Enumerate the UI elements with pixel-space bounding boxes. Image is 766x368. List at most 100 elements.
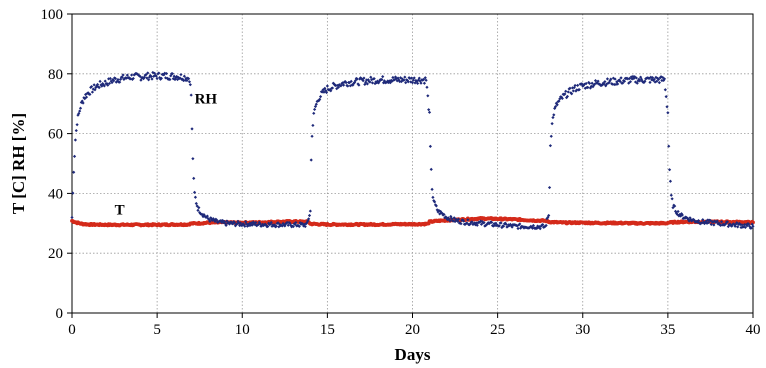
- rh-point: [728, 222, 732, 226]
- series-layer: [70, 70, 755, 231]
- x-tick-label: 25: [490, 322, 505, 338]
- rh-point: [302, 222, 306, 226]
- rh-point: [712, 223, 716, 227]
- rh-point: [312, 111, 316, 115]
- rh-point: [164, 71, 169, 76]
- rh-point: [515, 224, 519, 228]
- rh-point: [530, 225, 534, 229]
- rh-point: [639, 75, 643, 79]
- rh-point: [478, 220, 482, 224]
- rh-point: [71, 191, 75, 195]
- rh-point: [501, 224, 506, 228]
- rh-point: [459, 222, 463, 226]
- rh-point: [116, 77, 120, 82]
- rh-point: [573, 83, 577, 88]
- rh-point: [692, 218, 696, 222]
- rh-point: [543, 224, 547, 228]
- x-tick-label: 40: [746, 322, 761, 338]
- rh-point: [592, 83, 596, 87]
- rh-point: [423, 76, 427, 80]
- rh-point: [331, 81, 335, 85]
- rh-point: [324, 90, 329, 95]
- rh-point: [146, 71, 150, 75]
- rh-point: [108, 76, 112, 81]
- rh-point: [490, 220, 494, 224]
- rh-point: [152, 71, 157, 75]
- rh-point: [387, 80, 391, 85]
- rh-point: [357, 83, 361, 87]
- rh-point: [701, 218, 705, 222]
- rh-point: [147, 75, 152, 79]
- rh-point: [400, 77, 404, 81]
- y-tick-label: 100: [41, 7, 64, 23]
- rh-point: [564, 89, 568, 93]
- rh-point: [272, 223, 277, 227]
- rh-point: [121, 73, 125, 77]
- rh-point: [78, 106, 83, 110]
- rh-point: [448, 219, 452, 223]
- rh-point: [145, 76, 149, 80]
- rh-point: [86, 91, 90, 95]
- rh-point: [70, 215, 74, 219]
- rh-point: [364, 78, 369, 82]
- rh-point: [154, 74, 158, 78]
- x-tick-label: 0: [68, 322, 76, 338]
- x-tick-label: 20: [405, 322, 420, 338]
- rh-point: [72, 154, 77, 158]
- rh-point: [536, 225, 541, 230]
- rh-point: [365, 82, 369, 86]
- rh-point: [507, 223, 511, 227]
- rh-point: [553, 106, 557, 110]
- rh-point: [107, 81, 112, 86]
- rh-point: [138, 74, 142, 78]
- rh-point: [81, 101, 85, 105]
- rh-point: [633, 80, 638, 84]
- rh-point: [192, 190, 197, 194]
- rh-point: [676, 209, 680, 214]
- rh-point: [587, 81, 592, 85]
- rh-point: [125, 73, 129, 77]
- rh-point: [238, 221, 243, 225]
- rh-point: [406, 80, 410, 84]
- rh-point: [705, 221, 709, 225]
- rh-point: [615, 80, 619, 84]
- rh-point: [377, 79, 381, 84]
- rh-point: [575, 88, 579, 92]
- rh-point: [391, 75, 395, 80]
- rh-point: [666, 111, 670, 115]
- rh-point: [92, 83, 96, 87]
- rh-point: [544, 223, 548, 228]
- rh-point: [528, 225, 532, 229]
- rh-point: [743, 225, 747, 230]
- y-tick-label: 40: [48, 186, 63, 202]
- rh-point: [157, 71, 161, 75]
- rh-point: [570, 86, 575, 90]
- rh-point: [369, 75, 373, 79]
- rh-point: [607, 81, 611, 85]
- rh-point: [451, 219, 455, 223]
- rh-point: [301, 224, 306, 228]
- rh-point: [461, 219, 466, 223]
- rh-point: [197, 206, 201, 210]
- rh-point: [353, 80, 357, 84]
- rh-point: [632, 76, 636, 81]
- rh-point: [238, 223, 242, 228]
- rh-point: [427, 110, 432, 114]
- rh-point: [547, 213, 551, 218]
- rh-point: [299, 222, 303, 226]
- rh-point: [77, 111, 81, 116]
- rh-point: [346, 84, 350, 88]
- rh-point: [696, 219, 701, 223]
- rh-point: [635, 81, 639, 85]
- rh-point: [188, 83, 192, 87]
- rh-point: [571, 89, 575, 93]
- rh-point: [750, 222, 754, 226]
- rh-point: [691, 217, 696, 222]
- rh-point: [294, 220, 298, 225]
- rh-point: [651, 78, 656, 82]
- rh-point: [362, 76, 366, 80]
- rh-point: [196, 208, 200, 212]
- rh-point: [508, 222, 512, 227]
- rh-point: [335, 83, 340, 88]
- rh-point: [595, 81, 599, 85]
